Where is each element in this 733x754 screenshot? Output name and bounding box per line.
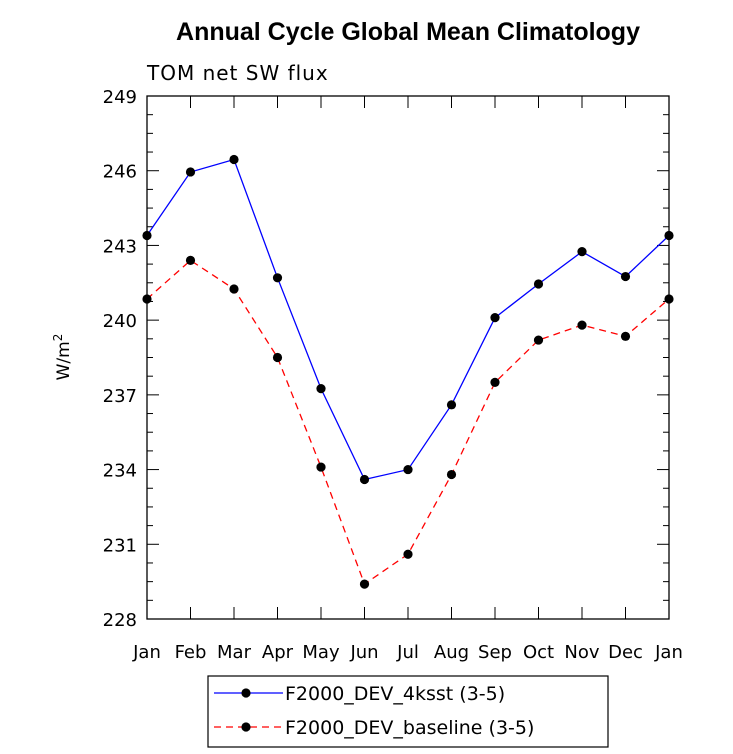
y-tick-label: 243 [103, 236, 137, 257]
data-point [403, 549, 413, 559]
chart-subtitle: TOM net SW flux [146, 61, 329, 85]
y-tick-label: 249 [103, 87, 137, 108]
x-tick-label: Jan [132, 642, 161, 663]
x-tick-label: Apr [262, 642, 294, 663]
legend-items: F2000_DEV_4ksst (3-5) F2000_DEV_baseline … [214, 683, 534, 739]
data-point [577, 320, 587, 330]
legend-item: F2000_DEV_4ksst (3-5) [214, 683, 505, 705]
x-tick-label: Sep [478, 642, 512, 663]
series-line [146, 158, 670, 481]
data-point [620, 331, 631, 341]
data-point [533, 335, 544, 345]
data-point [446, 469, 457, 480]
y-tick-label: 231 [103, 535, 137, 556]
series-1 [142, 154, 674, 485]
y-tick-labels: 228 231 234 237 240 243 246 249 [103, 87, 137, 631]
x-tick-labels: Jan Feb Mar Apr May Jun Jul Aug Sep Oct Nov Dec Jan [132, 642, 683, 663]
data-point [577, 247, 587, 257]
x-tick-label: Jan [654, 642, 683, 663]
data-point [272, 352, 283, 363]
legend-marker [241, 688, 251, 698]
plot-frame [146, 95, 670, 620]
y-tick-label: 237 [103, 386, 137, 407]
x-tick-label: Feb [175, 642, 207, 663]
data-point [359, 579, 370, 589]
x-tick-label: Aug [434, 642, 469, 663]
x-tick-label: Jun [349, 642, 378, 663]
y-tick-label: 228 [103, 610, 137, 631]
legend-item: F2000_DEV_baseline (3-5) [214, 717, 534, 739]
data-point [359, 474, 370, 485]
data-point [490, 377, 500, 388]
x-tick-label: May [302, 642, 340, 663]
legend-label: F2000_DEV_baseline (3-5) [285, 717, 534, 739]
y-tick-label: 234 [103, 461, 137, 482]
legend: F2000_DEV_4ksst (3-5) F2000_DEV_baseline … [207, 675, 609, 748]
data-point [446, 400, 457, 410]
series-2 [142, 255, 674, 589]
tick-marks [146, 95, 670, 620]
data-point [316, 462, 326, 472]
x-tick-label: Oct [523, 642, 554, 663]
y-axis-label-text: W/m [54, 341, 74, 380]
x-tick-label: Nov [564, 642, 599, 663]
legend-box [207, 675, 609, 748]
legend-marker [241, 722, 251, 732]
data-point [620, 271, 631, 282]
x-tick-label: Jul [396, 642, 419, 663]
legend-label: F2000_DEV_4ksst (3-5) [285, 683, 505, 705]
y-axis-label: W/m2 [51, 334, 74, 381]
data-point [403, 464, 413, 475]
x-tick-label: Mar [217, 642, 252, 663]
y-tick-label: 246 [103, 162, 137, 183]
series-line [146, 259, 670, 586]
data-point [272, 273, 283, 283]
data-point [229, 154, 239, 165]
y-axis-title: W/m2 [51, 334, 74, 381]
data-point [229, 284, 239, 294]
chart-title: Annual Cycle Global Mean Climatology [176, 18, 640, 46]
series-layer [142, 154, 674, 589]
data-point [316, 384, 326, 394]
data-point [185, 255, 196, 265]
x-tick-label: Dec [608, 642, 643, 663]
data-point [533, 279, 544, 289]
data-point [490, 313, 500, 323]
y-tick-label: 240 [103, 311, 137, 332]
y-axis-label-superscript: 2 [51, 334, 65, 342]
data-point [185, 167, 196, 177]
